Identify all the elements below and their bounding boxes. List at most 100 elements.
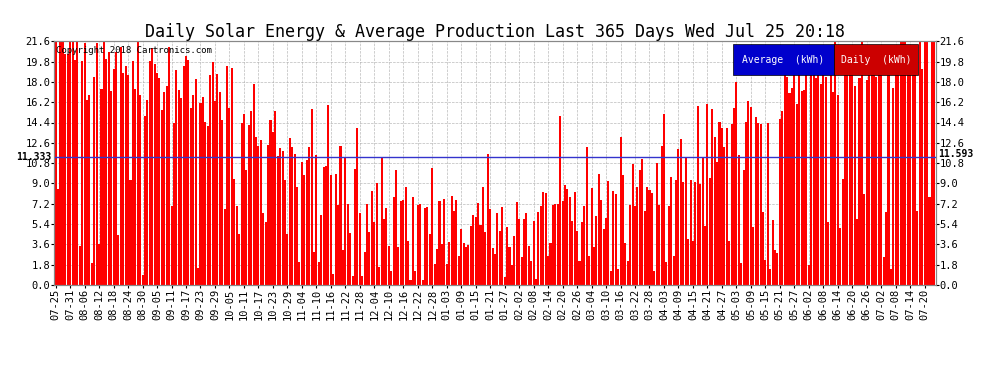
Bar (769, 269, 771, 285)
Bar (202, 97, 204, 285)
Bar (687, 239, 689, 285)
Bar (620, 136, 622, 285)
Bar (248, 125, 249, 285)
Bar (531, 261, 533, 285)
Bar (540, 206, 542, 285)
Bar (118, 236, 120, 285)
Bar (929, 197, 931, 285)
Bar (516, 202, 518, 285)
Bar (178, 90, 180, 285)
Bar (719, 122, 721, 285)
Bar (342, 250, 344, 285)
Bar (96, 43, 98, 285)
Bar (335, 174, 337, 285)
Bar (477, 203, 479, 285)
Bar (615, 194, 617, 285)
Bar (217, 74, 219, 285)
Bar (907, 53, 909, 285)
Bar (274, 111, 276, 285)
Bar (190, 108, 192, 285)
Bar (731, 124, 733, 285)
Bar (865, 80, 868, 285)
Bar (395, 170, 397, 285)
Bar (648, 190, 650, 285)
Bar (54, 42, 56, 285)
Bar (677, 148, 679, 285)
Bar (492, 248, 494, 285)
Bar (419, 204, 421, 285)
Bar (187, 60, 189, 285)
Bar (642, 159, 644, 285)
Bar (212, 62, 214, 285)
Bar (241, 123, 243, 285)
Bar (776, 253, 778, 285)
Bar (255, 137, 257, 285)
Bar (269, 120, 271, 285)
Bar (323, 167, 325, 285)
Bar (284, 180, 286, 285)
Bar (57, 189, 59, 285)
Bar (714, 137, 716, 285)
Bar (59, 42, 61, 285)
Bar (818, 59, 820, 285)
Bar (156, 73, 158, 285)
Bar (313, 252, 315, 285)
Bar (294, 154, 296, 285)
Bar (279, 148, 281, 285)
Bar (595, 216, 597, 285)
Bar (924, 42, 926, 285)
Bar (887, 46, 889, 285)
Bar (444, 199, 446, 285)
Bar (465, 247, 467, 285)
Bar (390, 271, 392, 285)
Bar (346, 204, 348, 285)
Bar (214, 101, 216, 285)
Bar (612, 190, 615, 285)
Bar (446, 264, 447, 285)
Bar (566, 189, 568, 285)
Bar (815, 78, 817, 285)
Bar (926, 42, 929, 285)
Bar (407, 241, 409, 285)
Text: Copyright 2018 Cartronics.com: Copyright 2018 Cartronics.com (56, 46, 212, 55)
Bar (823, 66, 825, 285)
Bar (840, 228, 842, 285)
Bar (798, 72, 800, 285)
Bar (835, 42, 837, 285)
Bar (429, 234, 431, 285)
Bar (148, 62, 150, 285)
Text: Average  (kWh): Average (kWh) (742, 54, 825, 64)
Text: 11.593: 11.593 (939, 149, 973, 159)
Bar (844, 45, 846, 285)
Bar (632, 164, 634, 285)
Bar (199, 103, 202, 285)
Bar (774, 250, 776, 285)
Bar (875, 77, 877, 285)
Bar (103, 42, 105, 285)
Bar (660, 146, 662, 285)
Bar (711, 109, 713, 285)
Bar (653, 271, 655, 285)
Bar (281, 151, 283, 285)
Bar (289, 138, 291, 285)
Bar (827, 222, 830, 285)
Bar (581, 222, 583, 285)
Bar (185, 56, 187, 285)
Bar (137, 42, 139, 285)
Bar (625, 243, 627, 285)
Bar (890, 269, 892, 285)
Bar (494, 254, 496, 285)
Bar (885, 212, 887, 285)
Bar (306, 160, 308, 285)
Bar (766, 123, 769, 285)
Bar (262, 213, 264, 285)
Bar (764, 260, 766, 285)
Bar (561, 201, 563, 285)
Bar (655, 163, 657, 285)
Bar (400, 201, 402, 285)
Bar (277, 156, 279, 285)
Bar (543, 192, 545, 285)
Bar (861, 42, 863, 285)
Bar (547, 255, 549, 285)
Bar (670, 177, 672, 285)
